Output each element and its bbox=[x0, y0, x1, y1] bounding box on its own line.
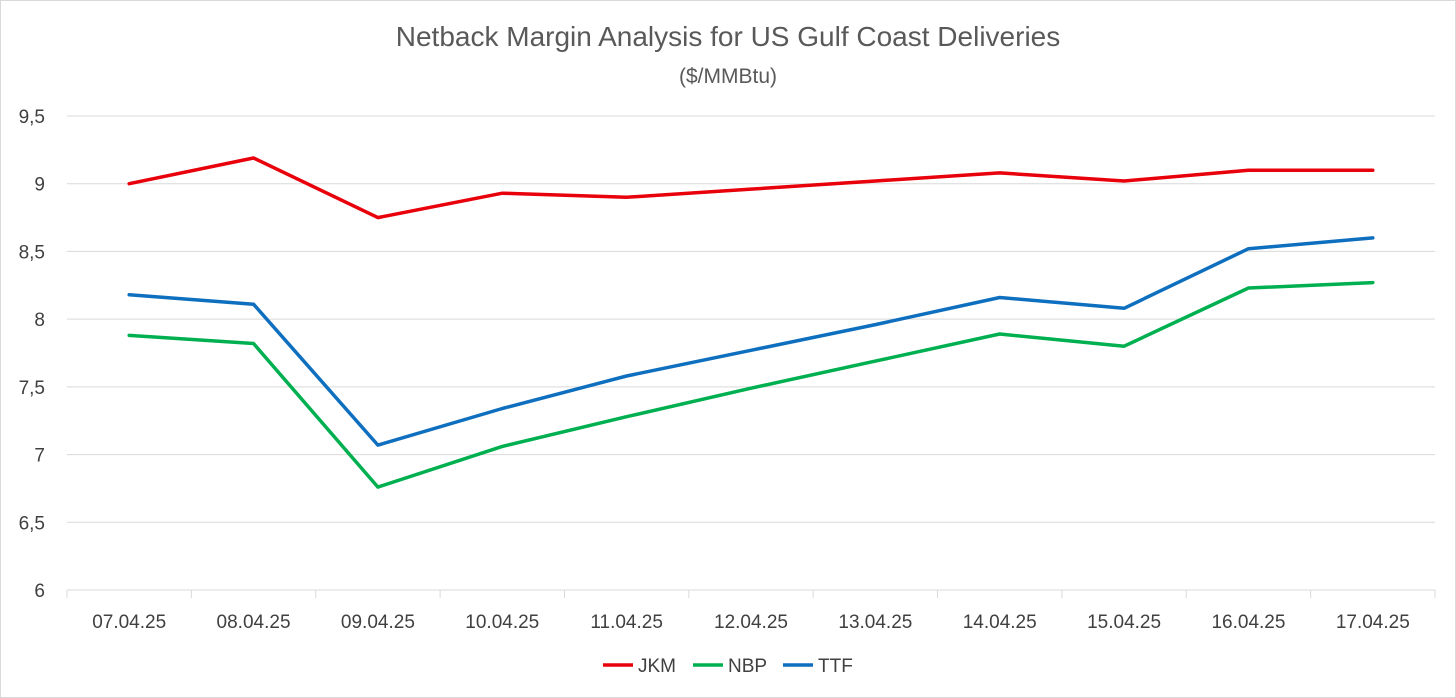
x-tick-label: 15.04.25 bbox=[1087, 612, 1161, 633]
y-tick-label: 9 bbox=[34, 175, 45, 196]
x-tick-label: 07.04.25 bbox=[92, 612, 166, 633]
y-tick-label: 6 bbox=[34, 581, 45, 602]
chart-title: Netback Margin Analysis for US Gulf Coas… bbox=[396, 21, 1060, 52]
x-tick-label: 11.04.25 bbox=[590, 612, 663, 633]
legend-item-nbp: NBP bbox=[693, 656, 767, 677]
x-tick-label: 10.04.25 bbox=[465, 612, 539, 633]
legend-item-ttf: TTF bbox=[783, 656, 853, 677]
x-tick-label: 09.04.25 bbox=[341, 612, 415, 633]
x-tick-label: 17.04.25 bbox=[1336, 612, 1410, 633]
y-tick-label: 7 bbox=[34, 446, 45, 467]
y-axis: 6 6,5 7 7,5 8 8,5 9 9,5 bbox=[19, 107, 45, 602]
legend: JKM NBP TTF bbox=[603, 656, 853, 677]
series-line-jkm bbox=[127, 156, 1375, 220]
gridlines bbox=[67, 115, 1435, 523]
y-tick-label: 6,5 bbox=[19, 513, 45, 534]
x-tick-label: 14.04.25 bbox=[963, 612, 1037, 633]
x-tick-label: 13.04.25 bbox=[838, 612, 912, 633]
y-tick-label: 8,5 bbox=[19, 242, 45, 263]
chart-subtitle: ($/MMBtu) bbox=[679, 65, 777, 88]
x-tick-label: 08.04.25 bbox=[217, 612, 291, 633]
y-tick-label: 9,5 bbox=[19, 107, 45, 128]
legend-label: JKM bbox=[638, 656, 676, 677]
y-tick-label: 8 bbox=[34, 310, 45, 331]
x-axis bbox=[66, 589, 1436, 598]
y-tick-label: 7,5 bbox=[19, 378, 45, 399]
series-line-nbp bbox=[127, 280, 1375, 489]
legend-item-jkm: JKM bbox=[603, 656, 676, 677]
legend-label: NBP bbox=[728, 656, 767, 677]
x-axis-labels: 07.04.25 08.04.25 09.04.25 10.04.25 11.04.25… bbox=[92, 612, 1410, 633]
legend-label: TTF bbox=[818, 656, 853, 677]
series-lines bbox=[127, 156, 1375, 489]
x-tick-label: 16.04.25 bbox=[1211, 612, 1285, 633]
x-tick-label: 12.04.25 bbox=[714, 612, 788, 633]
